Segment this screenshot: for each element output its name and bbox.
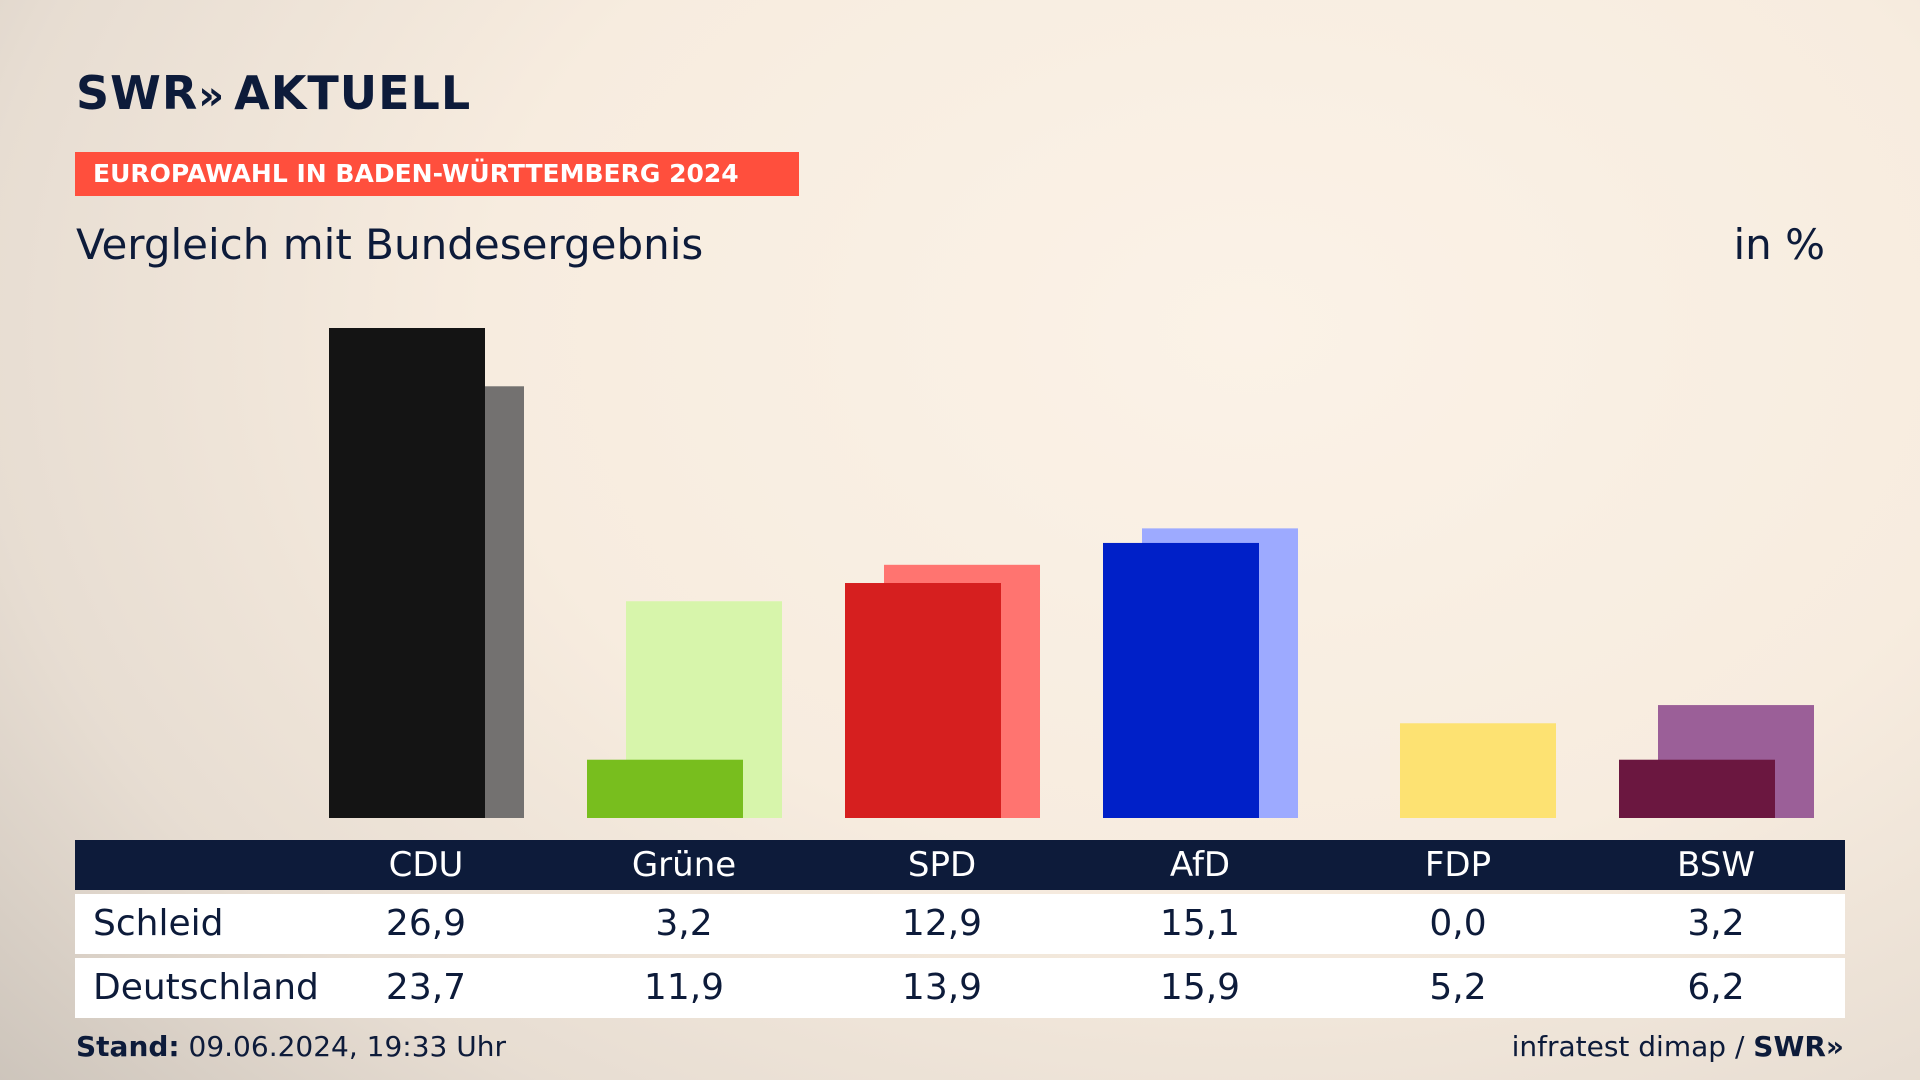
table-row-schleid: Schleid 26,9 3,2 12,9 15,1 0,0 3,2 — [75, 894, 1845, 954]
value-cell-afd: 15,9 — [1159, 967, 1241, 1008]
value-cell-afd: 15,1 — [1159, 903, 1241, 944]
party-header-cdu: CDU — [388, 845, 464, 885]
value-cell-fdp: 0,0 — [1429, 903, 1487, 944]
value-cell-bsw: 6,2 — [1687, 967, 1745, 1008]
bar-schleid-bsw — [1619, 759, 1775, 818]
value-cell-spd: 12,9 — [901, 903, 983, 944]
value-cell-spd: 13,9 — [901, 967, 983, 1008]
bar-schleid-grüne — [587, 759, 743, 818]
bar-schleid-afd — [1103, 542, 1259, 818]
bar-schleid-spd — [845, 583, 1001, 818]
table-row-deutschland: Deutschland 23,7 11,9 13,9 15,9 5,2 6,2 — [75, 958, 1845, 1018]
election-banner: EUROPAWAHL IN BADEN-WÜRTTEMBERG 2024 — [75, 152, 799, 196]
logo-aktuell: AKTUELL — [234, 66, 472, 120]
party-header-grüne: Grüne — [631, 845, 737, 885]
source-separator: / — [1734, 1030, 1745, 1063]
source-name: infratest dimap — [1511, 1030, 1727, 1063]
value-cell-cdu: 26,9 — [385, 903, 467, 944]
row-label: Schleid — [93, 903, 224, 944]
value-cell-grüne: 3,2 — [655, 903, 713, 944]
bar-chart — [329, 328, 1814, 818]
logo-swr: SWR — [76, 66, 199, 120]
value-cell-cdu: 23,7 — [385, 967, 467, 1008]
bar-schleid-cdu — [329, 328, 485, 818]
value-cell-grüne: 11,9 — [643, 967, 725, 1008]
party-header-bsw: BSW — [1677, 845, 1755, 885]
source-credit: infratest dimap / SWR» — [1512, 1030, 1844, 1063]
table-header: CDU Grüne SPD AfD FDP BSW — [75, 840, 1845, 890]
unit-label: in % — [1733, 220, 1825, 269]
swr-brand: SWR» — [1753, 1030, 1844, 1063]
row-label: Deutschland — [93, 967, 319, 1008]
value-cell-bsw: 3,2 — [1687, 903, 1745, 944]
party-header-afd: AfD — [1169, 845, 1231, 885]
party-header-fdp: FDP — [1424, 845, 1492, 885]
swr-aktuell-logo: SWR» AKTUELL — [76, 66, 471, 120]
timestamp: Stand: 09.06.2024, 19:33 Uhr — [76, 1030, 506, 1063]
value-cell-fdp: 5,2 — [1429, 967, 1487, 1008]
party-header-spd: SPD — [907, 845, 977, 885]
stand-value: 09.06.2024, 19:33 Uhr — [188, 1030, 506, 1063]
stand-label: Stand: — [76, 1030, 180, 1063]
bar-deutschland-fdp — [1400, 723, 1556, 818]
results-table: CDU Grüne SPD AfD FDP BSW Schleid 26,9 3,2 12,9… — [75, 840, 1845, 1018]
chart-subtitle: Vergleich mit Bundesergebnis — [76, 220, 704, 269]
